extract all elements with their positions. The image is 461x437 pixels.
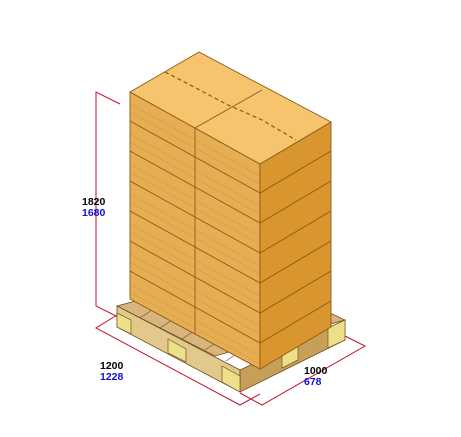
layer-lines-front <box>129 120 261 344</box>
layer-line <box>259 150 332 194</box>
layer-line <box>129 120 261 194</box>
layer-line <box>129 270 261 344</box>
height-dimension-line <box>95 91 121 319</box>
layer-line <box>129 210 261 284</box>
pallet-slat <box>139 309 153 319</box>
height-inner-label: 1680 <box>82 207 106 219</box>
height-outer-label: 1820 <box>82 196 106 208</box>
pallet-block <box>327 319 346 349</box>
corrugation-texture <box>129 103 261 365</box>
layer-line <box>129 180 261 254</box>
pallet-slat <box>159 319 173 329</box>
carton-stack <box>129 51 332 370</box>
layer-line <box>129 150 261 224</box>
length-dimension-line <box>94 314 261 406</box>
pallet-block <box>167 338 187 363</box>
length-outer-label: 1200 <box>100 360 124 372</box>
stack-side-face <box>259 121 332 370</box>
top-ridge <box>194 89 263 129</box>
layer-lines-side <box>259 150 332 344</box>
top-seam <box>164 71 297 141</box>
pallet-block <box>116 312 132 335</box>
pallet-block <box>221 365 241 393</box>
layer-line <box>259 180 332 224</box>
width-outer-label: 1000 <box>304 365 328 377</box>
dimension-labels: 1820 1680 1200 1228 1000 678 <box>82 196 328 388</box>
width-inner-label: 678 <box>304 376 322 388</box>
layer-line <box>259 240 332 284</box>
layer-line <box>259 210 332 254</box>
width-dimension-line <box>239 335 367 406</box>
dimension-lines <box>94 91 367 406</box>
layer-line <box>259 300 332 344</box>
layer-line <box>259 270 332 314</box>
length-inner-label: 1228 <box>100 371 124 383</box>
layer-line <box>129 240 261 314</box>
